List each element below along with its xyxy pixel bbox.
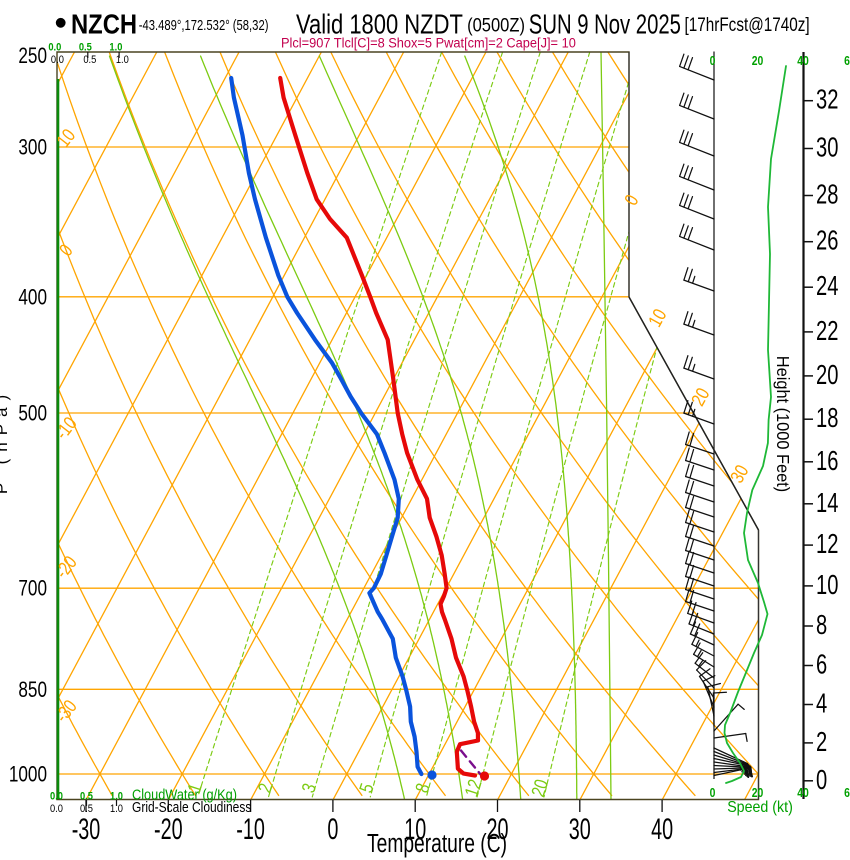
- svg-text:30: 30: [569, 813, 591, 846]
- svg-text:[17hrFcst@1740z]: [17hrFcst@1740z]: [685, 13, 810, 35]
- svg-text:Height (1000 Feet): Height (1000 Feet): [773, 356, 794, 492]
- svg-text:18: 18: [816, 403, 838, 434]
- svg-text:24: 24: [816, 271, 838, 302]
- svg-text:Grid-Scale Cloudiness: Grid-Scale Cloudiness: [132, 799, 252, 816]
- svg-text:0.0: 0.0: [50, 803, 63, 815]
- svg-text:20: 20: [816, 360, 838, 391]
- svg-text:500: 500: [18, 402, 47, 427]
- svg-text:6: 6: [844, 54, 850, 68]
- svg-text:8: 8: [816, 610, 827, 641]
- svg-text:40: 40: [797, 54, 809, 68]
- svg-text:NZCH: NZCH: [71, 8, 137, 40]
- svg-text:28: 28: [816, 179, 838, 210]
- svg-text:0: 0: [710, 54, 716, 68]
- svg-text:850: 850: [18, 678, 47, 703]
- svg-text:0.5: 0.5: [79, 42, 92, 54]
- svg-text:20: 20: [526, 777, 552, 800]
- svg-text:10: 10: [816, 570, 838, 601]
- svg-text:0.0: 0.0: [50, 791, 63, 803]
- svg-text:1.0: 1.0: [116, 54, 129, 66]
- svg-text:Plcl=907 Tlcl[C]=8 Shox=5 Pwat: Plcl=907 Tlcl[C]=8 Shox=5 Pwat[cm]=2 Cap…: [281, 35, 576, 51]
- svg-text:40: 40: [797, 786, 809, 800]
- svg-text:12: 12: [816, 529, 838, 560]
- svg-text:Valid 1800 NZDT: Valid 1800 NZDT: [296, 9, 463, 40]
- svg-text:P (hPa): P (hPa): [0, 388, 11, 494]
- svg-text:4: 4: [816, 688, 827, 719]
- svg-text:26: 26: [816, 226, 838, 257]
- svg-text:1.0: 1.0: [110, 791, 123, 803]
- svg-text:12: 12: [460, 777, 486, 800]
- svg-text:1000: 1000: [9, 763, 47, 788]
- svg-text:1.0: 1.0: [110, 803, 123, 815]
- svg-text:2: 2: [816, 727, 827, 758]
- svg-text:-30: -30: [72, 813, 101, 846]
- svg-text:10: 10: [404, 813, 426, 846]
- svg-text:20: 20: [752, 54, 764, 68]
- svg-text:20: 20: [486, 813, 508, 846]
- svg-text:22: 22: [816, 316, 838, 347]
- svg-text:Speed (kt): Speed (kt): [727, 798, 793, 816]
- svg-text:0.5: 0.5: [80, 803, 93, 815]
- svg-text:0: 0: [816, 765, 827, 796]
- svg-text:CloudWater (g/Kg): CloudWater (g/Kg): [132, 785, 237, 802]
- svg-text:-10: -10: [236, 813, 265, 846]
- svg-text:20: 20: [752, 786, 764, 800]
- svg-text:0.0: 0.0: [48, 42, 61, 54]
- svg-text:0.5: 0.5: [83, 54, 96, 66]
- svg-text:700: 700: [18, 577, 47, 602]
- svg-text:-20: -20: [154, 813, 183, 846]
- svg-text:SUN 9 Nov 2025: SUN 9 Nov 2025: [529, 9, 681, 40]
- svg-text:Temperature (C): Temperature (C): [367, 828, 507, 858]
- svg-text:250: 250: [18, 44, 47, 69]
- svg-text:0.5: 0.5: [80, 791, 93, 803]
- svg-text:30: 30: [816, 132, 838, 163]
- svg-text:1.0: 1.0: [109, 42, 122, 54]
- svg-text:6: 6: [816, 649, 827, 680]
- svg-text:-43.489°,172.532° (58,32): -43.489°,172.532° (58,32): [139, 17, 269, 34]
- svg-text:(0500Z): (0500Z): [467, 14, 525, 35]
- svg-text:0.0: 0.0: [51, 54, 64, 66]
- svg-text:32: 32: [816, 85, 838, 116]
- svg-text:16: 16: [816, 446, 838, 477]
- svg-text:14: 14: [816, 488, 838, 519]
- svg-text:0: 0: [710, 786, 716, 800]
- svg-text:400: 400: [18, 285, 47, 310]
- svg-text:300: 300: [18, 136, 47, 161]
- svg-text:6: 6: [844, 786, 850, 800]
- svg-text:40: 40: [651, 813, 673, 846]
- svg-text:0: 0: [327, 813, 338, 846]
